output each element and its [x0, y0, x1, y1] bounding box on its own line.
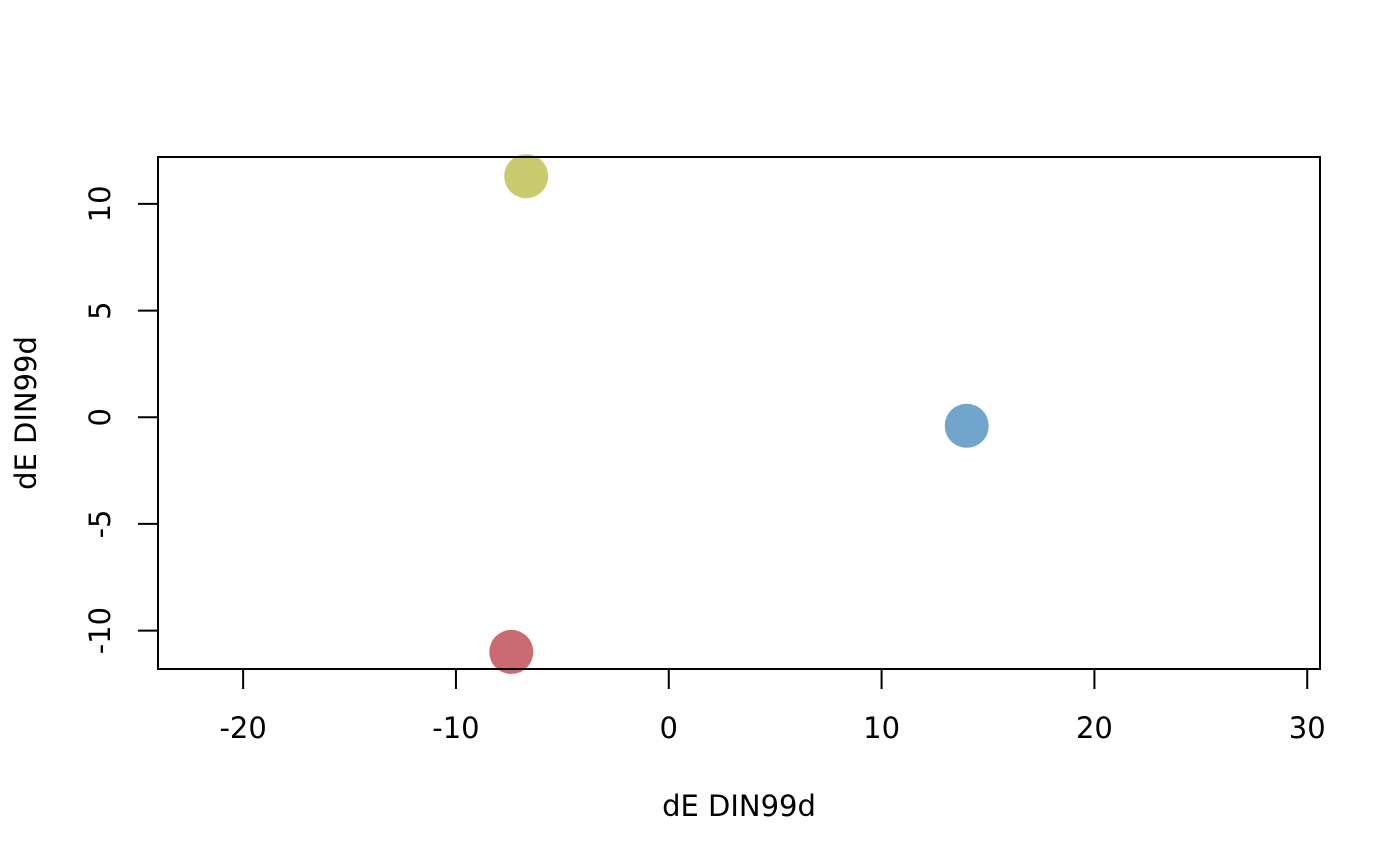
x-tick-label: 20 — [1076, 711, 1113, 745]
y-axis-label: dE DIN99d — [9, 336, 43, 490]
data-point — [489, 629, 534, 674]
x-tick-label: 30 — [1289, 711, 1326, 745]
data-point — [944, 403, 989, 448]
x-axis-label: dE DIN99d — [662, 789, 816, 823]
y-tick-label: -5 — [83, 509, 117, 538]
x-tick-label: 0 — [660, 711, 678, 745]
y-tick-label: 5 — [83, 301, 117, 319]
x-axis: -20 -10 0 10 20 30 — [219, 668, 1326, 745]
data-point — [504, 154, 549, 199]
x-tick-label: -10 — [432, 711, 479, 745]
x-tick-label: 10 — [863, 711, 900, 745]
y-tick-label: -10 — [83, 607, 117, 654]
y-tick-label: 10 — [83, 185, 117, 222]
y-axis: -10 -5 0 5 10 — [83, 185, 159, 654]
points-layer — [489, 154, 989, 674]
x-tick-label: -20 — [219, 711, 266, 745]
y-tick-label: 0 — [83, 408, 117, 426]
